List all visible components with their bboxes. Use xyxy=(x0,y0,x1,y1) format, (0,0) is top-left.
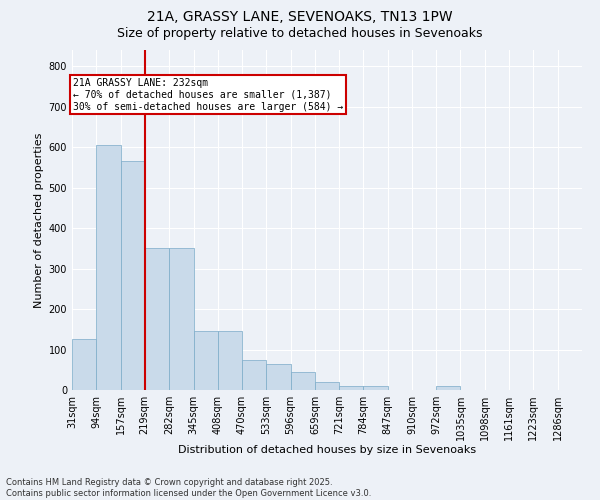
Bar xyxy=(290,372,315,390)
Bar xyxy=(169,248,194,390)
Bar xyxy=(145,248,169,390)
Bar xyxy=(97,145,121,390)
Bar xyxy=(364,386,388,390)
Bar xyxy=(72,340,97,390)
Bar xyxy=(218,332,242,390)
Bar xyxy=(339,386,364,390)
Bar xyxy=(266,364,290,390)
X-axis label: Distribution of detached houses by size in Sevenoaks: Distribution of detached houses by size … xyxy=(178,444,476,454)
Bar xyxy=(121,162,145,390)
Text: 21A, GRASSY LANE, SEVENOAKS, TN13 1PW: 21A, GRASSY LANE, SEVENOAKS, TN13 1PW xyxy=(147,10,453,24)
Y-axis label: Number of detached properties: Number of detached properties xyxy=(34,132,44,308)
Bar xyxy=(194,332,218,390)
Text: 21A GRASSY LANE: 232sqm
← 70% of detached houses are smaller (1,387)
30% of semi: 21A GRASSY LANE: 232sqm ← 70% of detache… xyxy=(73,78,343,112)
Text: Contains HM Land Registry data © Crown copyright and database right 2025.
Contai: Contains HM Land Registry data © Crown c… xyxy=(6,478,371,498)
Text: Size of property relative to detached houses in Sevenoaks: Size of property relative to detached ho… xyxy=(117,28,483,40)
Bar xyxy=(315,382,340,390)
Bar xyxy=(436,386,460,390)
Bar xyxy=(242,360,266,390)
